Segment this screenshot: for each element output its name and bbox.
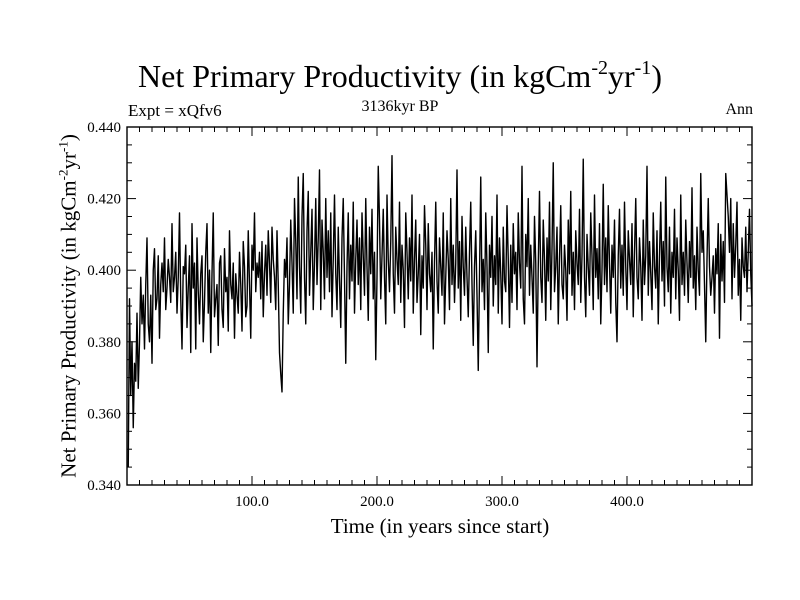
series-line	[127, 154, 753, 468]
y-tick-label: 0.360	[87, 406, 121, 422]
x-tick-label: 400.0	[610, 494, 644, 510]
season-label: Ann	[725, 101, 753, 118]
experiment-label: Expt = xQfv6	[128, 101, 222, 120]
y-tick-label: 0.440	[87, 120, 121, 136]
y-tick-label: 0.400	[87, 263, 121, 279]
x-tick-label: 200.0	[360, 494, 394, 510]
x-tick-label: 100.0	[235, 494, 269, 510]
x-axis-label: Time (in years since start)	[330, 514, 550, 538]
x-tick-label: 300.0	[485, 494, 519, 510]
y-tick-label: 0.420	[87, 192, 121, 208]
y-tick-label: 0.380	[87, 335, 121, 351]
chart-subtitle: 3136kyr BP	[361, 98, 439, 115]
y-tick-label: 0.340	[87, 478, 121, 494]
axis-tick-labels: 100.0 200.0 300.0 400.0 0.340 0.360 0.380 0.400…	[87, 120, 644, 510]
chart-title: Net Primary Productivity (in kgCm-2yr-1)	[138, 57, 662, 94]
plot-frame	[126, 126, 753, 486]
